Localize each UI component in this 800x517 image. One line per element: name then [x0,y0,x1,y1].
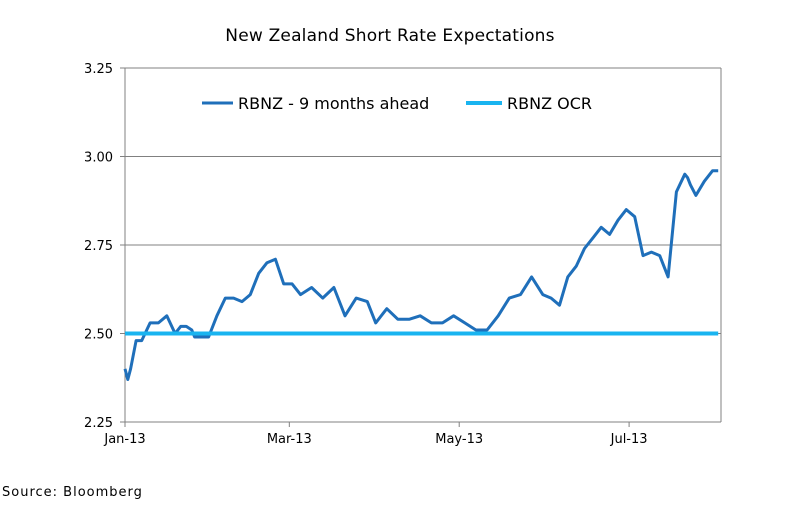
series-lines [123,169,719,381]
source-note: Source: Bloomberg [2,485,143,500]
y-tick-label: 2.25 [84,416,113,431]
y-tick-label: 2.50 [84,328,113,343]
y-tick-label: 2.75 [84,239,113,254]
chart-title: New Zealand Short Rate Expectations [225,26,555,46]
x-tick-label: May-13 [435,432,483,447]
x-tick-label: Jul-13 [610,432,648,447]
y-tick-label: 3.00 [84,151,113,166]
legend-label-rbnz-ocr: RBNZ OCR [507,94,592,113]
x-tick-labels: Jan-13 Mar-13 May-13 Jul-13 [103,422,648,447]
legend-label-rbnz-9m: RBNZ - 9 months ahead [238,94,429,113]
x-tick-label: Jan-13 [103,432,145,447]
y-tick-label: 3.25 [84,62,113,77]
x-tick-label: Mar-13 [267,432,312,447]
series-line-rbnz-9m [123,169,719,381]
y-tick-labels: 2.25 2.50 2.75 3.00 3.25 [84,62,125,431]
legend: RBNZ - 9 months ahead RBNZ OCR [202,94,592,113]
